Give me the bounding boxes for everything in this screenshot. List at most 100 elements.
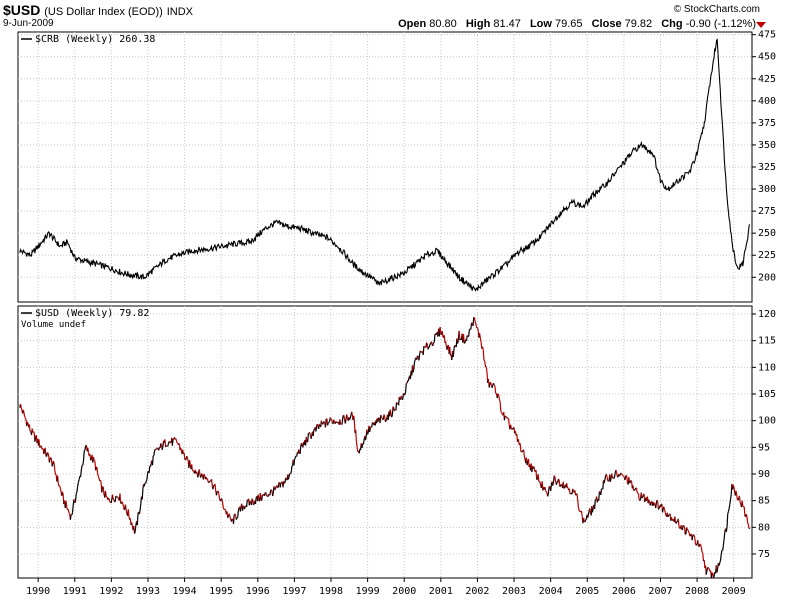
usd-series-segment bbox=[348, 418, 351, 421]
usd-series-segment bbox=[395, 402, 398, 411]
usd-series-segment bbox=[211, 479, 213, 487]
y-tick-label: 95 bbox=[758, 442, 770, 453]
usd-series-segment bbox=[145, 480, 147, 484]
usd-series-segment bbox=[683, 527, 686, 535]
down-arrow-icon bbox=[756, 22, 766, 28]
usd-series-segment bbox=[521, 450, 524, 453]
y-tick-label: 275 bbox=[758, 206, 776, 217]
usd-series-segment bbox=[274, 488, 276, 491]
usd-series-segment bbox=[693, 535, 696, 539]
usd-series-segment bbox=[622, 475, 624, 477]
usd-series-segment bbox=[538, 480, 540, 483]
usd-series-segment bbox=[495, 392, 497, 395]
usd-series-segment bbox=[632, 485, 635, 491]
usd-series-segment bbox=[701, 551, 704, 554]
usd-series-segment bbox=[656, 499, 659, 502]
usd-series-segment bbox=[284, 477, 287, 483]
usd-series-segment bbox=[678, 526, 681, 529]
usd-series-segment bbox=[67, 509, 70, 513]
usd-series-segment bbox=[454, 344, 456, 347]
usd-series-segment bbox=[169, 441, 171, 444]
usd-series-segment bbox=[189, 460, 191, 465]
usd-series-segment bbox=[413, 362, 416, 370]
usd-series-segment bbox=[649, 502, 652, 506]
usd-series-segment bbox=[369, 426, 371, 433]
usd-series-segment bbox=[727, 508, 730, 512]
x-tick-label: 2001 bbox=[429, 586, 453, 597]
usd-series-segment bbox=[237, 510, 239, 518]
usd-series-segment bbox=[686, 528, 689, 531]
usd-series-segment bbox=[634, 487, 637, 490]
x-tick-label: 2007 bbox=[648, 586, 672, 597]
usd-series-segment bbox=[498, 399, 501, 403]
open-label: Open bbox=[398, 18, 427, 30]
usd-series-segment bbox=[482, 346, 484, 351]
y-tick-label: 350 bbox=[758, 140, 776, 151]
usd-series-segment bbox=[737, 498, 740, 501]
usd-series-segment bbox=[195, 471, 198, 474]
usd-series-segment bbox=[572, 488, 575, 491]
usd-series-segment bbox=[108, 498, 111, 502]
x-tick-label: 2003 bbox=[502, 586, 526, 597]
usd-series-segment bbox=[221, 498, 224, 503]
usd-series-segment bbox=[644, 499, 646, 503]
usd-series-segment bbox=[609, 477, 612, 482]
usd-series-segment bbox=[613, 472, 616, 478]
usd-series-segment bbox=[47, 452, 50, 457]
usd-series-segment bbox=[681, 525, 684, 530]
usd-series-segment bbox=[315, 426, 318, 432]
usd-series-segment bbox=[53, 464, 56, 471]
usd-series-segment bbox=[243, 506, 246, 510]
x-tick-label: 1991 bbox=[63, 586, 87, 597]
usd-series-segment bbox=[691, 536, 694, 541]
usd-series-segment bbox=[146, 472, 149, 480]
usd-series-segment bbox=[261, 494, 263, 501]
usd-series-segment bbox=[82, 460, 85, 466]
usd-series-segment bbox=[500, 411, 503, 413]
usd-series-segment bbox=[227, 515, 230, 519]
usd-series-segment bbox=[112, 498, 115, 501]
usd-series-segment bbox=[743, 506, 746, 517]
usd-series-segment bbox=[131, 522, 133, 527]
usd-series-segment bbox=[462, 334, 465, 344]
usd-series-segment bbox=[563, 487, 565, 489]
y-tick-label: 120 bbox=[758, 309, 776, 320]
chart-title: $USD (US Dollar Index (EOD)) INDX bbox=[3, 2, 193, 18]
usd-series-segment bbox=[637, 492, 639, 495]
usd-series-segment bbox=[493, 384, 496, 387]
usd-series-segment bbox=[379, 415, 382, 424]
usd-series-segment bbox=[655, 502, 657, 509]
brand-logo[interactable]: © StockCharts.com bbox=[673, 4, 760, 15]
usd-series-segment bbox=[653, 502, 656, 505]
usd-series-segment bbox=[470, 322, 473, 330]
usd-series-segment bbox=[377, 417, 380, 422]
usd-series-line bbox=[19, 316, 751, 579]
usd-series-segment bbox=[290, 472, 292, 474]
usd-series-segment bbox=[497, 393, 500, 396]
usd-series-segment bbox=[26, 421, 29, 424]
close-label: Close bbox=[591, 18, 622, 30]
usd-series-segment bbox=[663, 506, 666, 510]
usd-series-segment bbox=[176, 441, 178, 444]
usd-series-segment bbox=[633, 489, 636, 491]
usd-series-segment bbox=[24, 416, 26, 419]
crb-series-line bbox=[19, 38, 751, 292]
usd-series-segment bbox=[399, 397, 402, 401]
usd-series-segment bbox=[339, 419, 342, 425]
usd-series-segment bbox=[65, 500, 68, 507]
chart-header: $USD (US Dollar Index (EOD)) INDX 9-Jun-… bbox=[0, 0, 800, 32]
usd-series-segment bbox=[293, 458, 296, 466]
usd-series-segment bbox=[92, 456, 95, 461]
usd-series-segment bbox=[746, 516, 749, 523]
usd-series-segment bbox=[294, 457, 296, 460]
usd-series-segment bbox=[492, 382, 495, 386]
usd-series-segment bbox=[39, 446, 41, 448]
usd-series-segment bbox=[491, 384, 494, 388]
usd-series-segment bbox=[499, 401, 502, 412]
usd-series-segment bbox=[583, 517, 585, 522]
usd-series-segment bbox=[719, 554, 722, 561]
usd-series-segment bbox=[443, 335, 446, 343]
usd-series-segment bbox=[249, 500, 252, 503]
usd-series-segment bbox=[298, 449, 300, 453]
usd-series-segment bbox=[699, 543, 702, 546]
